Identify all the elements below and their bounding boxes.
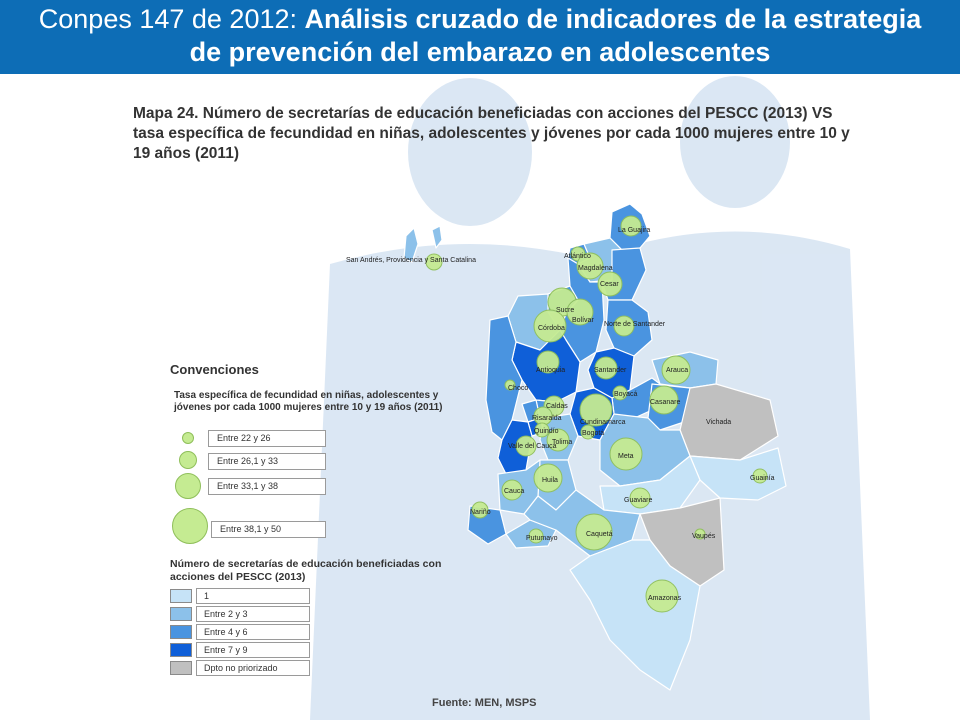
dept-san-andres [403,227,419,263]
label-guainia: Guainía [750,475,775,482]
source-note: Fuente: MEN, MSPS [432,697,537,709]
dept-guainia [689,447,787,501]
legend-circle-3 [175,473,201,499]
label-antioquia: Antioquia [536,367,565,374]
legend-rate-class-4: Entre 38,1 y 50 [211,521,326,538]
label-santander: Santander [594,367,627,374]
circle-bolivar [566,298,594,326]
label-atlantico: Atlántico [564,253,591,260]
label-guaviare: Guaviare [624,497,653,504]
legend-swatch-1 [170,589,192,603]
circle-tolima [546,428,570,452]
circle-narino [471,501,489,519]
circle-quindio [534,422,550,438]
label-risaralda: Risaralda [532,415,562,422]
circle-amazonas [645,579,679,613]
label-caldas: Caldas [546,403,568,410]
header-line-1: Conpes 147 de 2012: Análisis cruzado de … [0,3,960,35]
header-prefix: Conpes 147 de 2012: [38,4,305,34]
circle-boyaca [612,385,628,401]
circle-arauca [661,355,691,385]
label-valle: Valle del Cauca [508,443,557,450]
circle-cesar [597,271,623,297]
label-vichada: Vichada [706,419,731,426]
legend-count-class-3: Entre 4 y 6 [196,624,310,640]
legend-swatch-4 [170,643,192,657]
label-vaupes: Vaupés [692,533,716,540]
legend-rate-class-1: Entre 22 y 26 [208,430,326,447]
legend-count-class-4: Entre 7 y 9 [196,642,310,658]
legend-rate-heading-1: Tasa específica de fecundidad en niñas, … [174,390,439,401]
legend-count-class-1: 1 [196,588,310,604]
circle-norte-santander [613,315,635,337]
label-guajira: La Guajira [618,227,650,234]
legend-swatch-2 [170,607,192,621]
circle-choco [504,379,516,391]
label-caqueta: Caquetá [586,531,613,538]
label-cauca: Cauca [504,488,524,495]
circle-meta [609,437,643,471]
circle-guaviare [629,487,651,509]
legend-rate-heading-2: jóvenes por cada 1000 mujeres entre 10 y… [174,402,443,413]
label-boyaca: Boyacá [614,391,637,398]
legend-heading: Convenciones [170,362,259,377]
label-cundinamarca: Cundinamarca [580,419,626,426]
label-quindio: Quindío [534,428,559,435]
circle-caqueta [575,513,613,551]
label-norte-santander: Norte de Santander [604,321,666,328]
circle-guajira [620,215,642,237]
legend-swatch-5 [170,661,192,675]
legend-circle-4 [172,508,208,544]
circle-valle [515,435,537,457]
label-casanare: Casanare [650,399,680,406]
legend-count-class-5: Dpto no priorizado [196,660,310,676]
circle-putumayo [528,528,544,544]
label-sucre: Sucre [556,307,574,314]
label-choco: Chocó [508,385,528,392]
label-bogota: Bogotá [582,430,604,437]
label-cordoba: Córdoba [538,325,565,332]
label-putumayo: Putumayo [526,535,558,542]
circle-santander [594,356,618,380]
legend-count-class-2: Entre 2 y 3 [196,606,310,622]
legend-rate-class-3: Entre 33,1 y 38 [208,478,326,495]
circle-magdalena [576,252,604,280]
legend-circle-1 [182,432,194,444]
circle-huila [533,463,563,493]
circle-cordoba [533,309,567,343]
label-bolivar: Bolívar [572,317,594,324]
label-amazonas: Amazonas [648,595,682,602]
legend-circle-2 [179,451,197,469]
label-meta: Meta [618,453,634,460]
circle-cauca [501,479,523,501]
label-san-andres: San Andrés, Providencia y Santa Catalina [346,257,476,264]
dept-amazonas [569,539,701,691]
header-title-line-2: de prevención del embarazo en adolescent… [189,37,771,67]
label-tolima: Tolima [552,439,572,446]
label-cesar: Cesar [600,281,619,288]
label-arauca: Arauca [666,367,688,374]
label-huila: Huila [542,477,558,484]
circle-bogota [580,424,596,440]
label-magdalena: Magdalena [578,265,613,272]
circle-vaupes [694,528,706,540]
header-title-line-1: Análisis cruzado de indicadores de la es… [304,4,922,34]
circle-guainia [752,468,768,484]
circle-cundinamarca [579,393,613,427]
circle-antioquia [536,350,560,374]
circle-san-andres [425,253,443,271]
legend-count-heading-1: Número de secretarías de educación benef… [170,558,442,570]
legend-count-heading-2: acciones del PESCC (2013) [170,571,306,583]
map-title: Mapa 24. Número de secretarías de educac… [133,105,850,162]
circle-casanare [649,385,679,415]
label-narino: Nariño [470,509,491,516]
slide-header: Conpes 147 de 2012: Análisis cruzado de … [0,0,960,74]
legend-swatch-3 [170,625,192,639]
legend-rate-class-2: Entre 26,1 y 33 [208,453,326,470]
